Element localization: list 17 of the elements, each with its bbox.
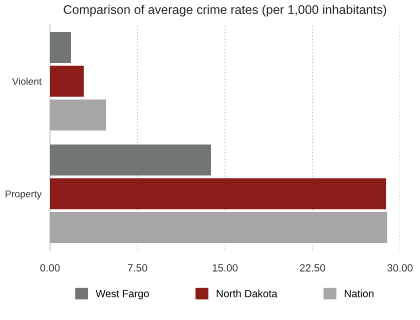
x-tick-label: 0.00: [40, 264, 60, 272]
y-tick-label: Violent: [12, 78, 42, 85]
legend-label: West Fargo: [96, 290, 149, 300]
x-tick-label: 22.50: [300, 264, 326, 272]
y-tick-label: Property: [6, 190, 42, 200]
bar: [50, 178, 386, 210]
bar: [50, 99, 106, 131]
legend-label: North Dakota: [216, 290, 278, 298]
bar: [50, 212, 388, 244]
chart-title: Comparison of average crime rates (per 1,000 inhabitants): [64, 4, 386, 16]
x-tick-label: 15.00: [212, 264, 238, 272]
bar: [50, 66, 84, 97]
x-tick-label: 30.00: [387, 264, 413, 272]
legend-label: Nation: [344, 290, 374, 298]
bar: [50, 32, 71, 64]
x-tick-label: 7.50: [128, 264, 148, 272]
bar: [50, 144, 211, 176]
